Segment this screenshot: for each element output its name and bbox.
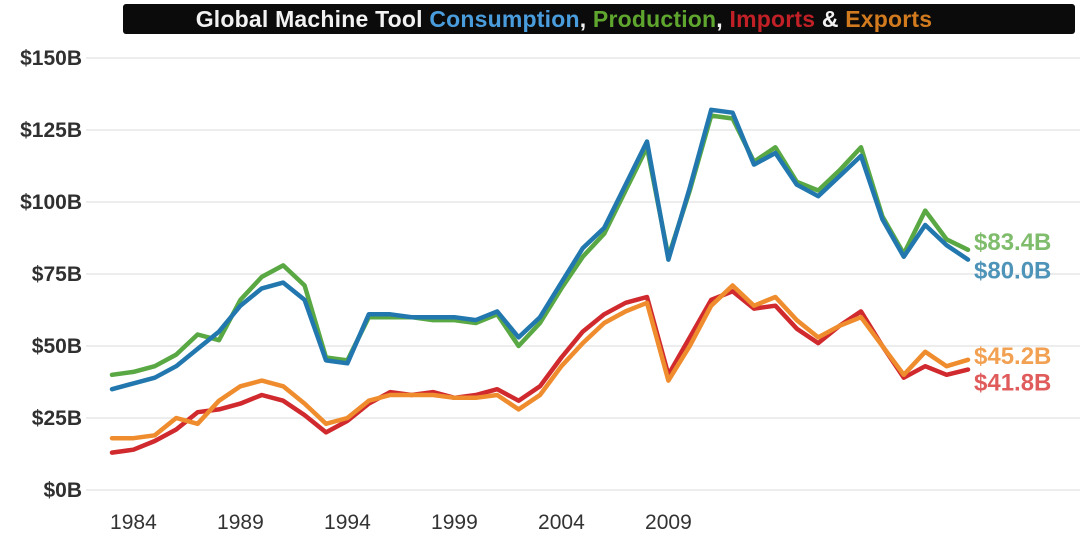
exports-end-label: $45.2B: [974, 343, 1051, 370]
production-line: [109, 113, 971, 378]
production-end-label: $83.4B: [974, 229, 1051, 256]
x-axis-label-1999: 1999: [431, 511, 478, 534]
y-axis-label-50: $50B: [32, 335, 82, 358]
consumption-line: [109, 107, 971, 392]
y-axis-label-75: $75B: [32, 263, 82, 286]
title-segment-1: Consumption: [429, 5, 580, 32]
x-axis-label-1989: 1989: [217, 511, 264, 534]
chart-title-bar: Global Machine Tool Consumption, Product…: [123, 4, 1075, 34]
title-segment-0: Global Machine Tool: [195, 5, 430, 32]
x-axis-label-1984: 1984: [110, 511, 157, 534]
title-segment-2: ,: [579, 5, 593, 32]
x-axis-label-2004: 2004: [538, 511, 585, 534]
y-axis-label-25: $25B: [32, 407, 82, 430]
y-axis-label-150: $150B: [20, 47, 82, 70]
imports-line: [109, 289, 971, 455]
title-segment-6: &: [815, 5, 846, 32]
imports-end-label: $41.8B: [974, 370, 1051, 397]
title-segment-4: ,: [716, 5, 730, 32]
exports-line: [109, 283, 971, 441]
y-axis-label-125: $125B: [20, 119, 82, 142]
y-axis-label-0: $0B: [43, 479, 82, 502]
title-segment-3: Production: [592, 5, 717, 32]
y-axis-label-100: $100B: [20, 191, 82, 214]
x-axis-label-2009: 2009: [645, 511, 692, 534]
consumption-end-label: $80.0B: [974, 258, 1051, 285]
x-axis-label-1994: 1994: [324, 511, 371, 534]
title-segment-5: Imports: [729, 5, 816, 32]
title-segment-7: Exports: [845, 5, 933, 32]
